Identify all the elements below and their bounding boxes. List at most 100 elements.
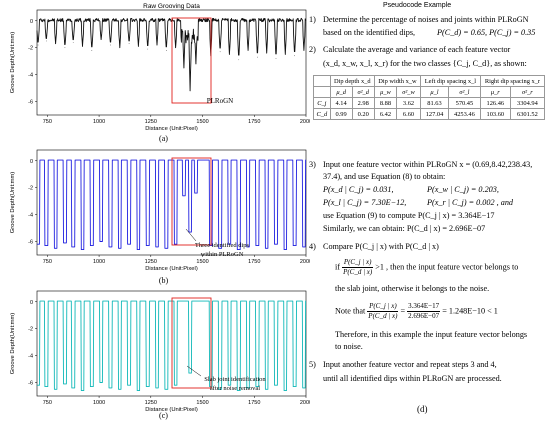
chart-b-xtick-label: 2000 [300,259,310,265]
chart-c-dip-point [91,386,93,387]
chart-b-dip-point [247,246,249,248]
chart-a-dip-point [72,41,74,43]
step-4-line-5: Therefore, in this example the input fea… [335,330,528,339]
chart-c-xtick-label: 1750 [248,400,260,406]
chart-a-dip-point [189,90,191,92]
chart-c-dip-point [266,388,268,390]
chart-a-dip-point [100,39,102,40]
chart-c-plrogn-box [171,297,212,389]
chart-c-dip-point [72,387,74,389]
table-cell: 81.63 [420,97,449,109]
chart-a-xtick-label: 1750 [248,119,260,125]
chart-a-dip-point [303,50,305,51]
chart-a-dip-point [82,45,83,47]
chart-a-dip-point [156,44,158,46]
chart-a-dip-point [238,59,240,61]
chart-c-dip-point [128,384,130,386]
chart-a-title: Raw Grooving Data [143,3,200,10]
fraction-denominator: P(C_d | x) [368,312,398,320]
step-3-line-2: 37.4), and use Equation (8) to obtain: [323,172,446,181]
chart-b-dip-point [257,245,258,246]
chart-c-dip-point [238,390,240,391]
table-header: Right dip spacing x_r [479,75,546,87]
chart-b-dip-point [219,247,221,249]
table-cell: 127.04 [420,108,449,120]
chart-b-dip-point [183,195,185,197]
chart-c-arrow [186,365,202,377]
chart-a-dip-point [195,63,197,65]
chart-c-series-line [36,300,307,392]
step-5-line-2: until all identified dips within PLRoGN … [323,374,502,383]
chart-c-dip-point [119,388,121,390]
chart-a-dip-point [119,47,121,49]
chart-c-dip-point [64,383,66,385]
chart-c-ylabel: Groove Depth(Unit:mm) [10,313,16,375]
note-result: = 1.248E−10 < 1 [442,306,498,316]
chart-c-xtick-label: 1500 [196,400,208,406]
chart-c-dip-point [229,384,230,386]
table-row: C_d 0.99 0.20 6.42 6.60 127.04 4253.46 1… [313,108,546,120]
table-cell: 570.45 [447,97,481,109]
table-cell: 6.42 [373,108,398,120]
left-figure-panel: Raw Grooving Data 0 -2 -4 -6 750 1000 1250 1500 1… [10,3,312,420]
chart-c-annotation-line-2: after noise removal [210,385,260,392]
chart-b-ytick-label: -6 [28,240,33,246]
pseudocode-caption: (d) [417,404,428,414]
note-ratio-fraction: P(C_j | x) P(C_d | x) [367,302,399,321]
chart-b-arrow [185,228,197,242]
chart-b-dip-point [175,243,176,245]
table-cell: 0.99 [329,108,353,120]
chart-a-dip-point [257,56,258,58]
chart-c-xlabel: Distance (Unit:Pixel) [145,407,198,413]
chart-b-dip-point [284,249,286,250]
chart-a-xtick-label: 1500 [196,119,208,125]
table-cell: 103.60 [479,108,511,120]
step-3-prob-xd: P(x_d | C_j) = 0.031, [323,185,394,194]
chart-b-dip-point [238,249,240,250]
chart-c-dip-point [100,382,102,383]
note-equals: = [400,306,406,316]
pseudocode-title: Pseudocode Example [383,2,452,9]
step-1-line-1: Determine the percentage of noises and j… [323,15,529,24]
chart-c-ytick-label: -4 [28,354,33,360]
chart-a-dip-point [37,44,39,46]
chart-c-dip-point [294,386,295,387]
chart-a-xtick-label: 2000 [300,119,310,125]
chart-b-xtick-label: 1750 [248,259,260,265]
chart-a-dip-point [183,67,185,69]
step-1-probabilities: P(C_d) = 0.65, P(C_j) = 0.35 [437,28,536,37]
step-4-number: 4) [309,242,316,251]
chart-a-dip-point [219,51,221,53]
step-1-number: 1) [309,15,316,24]
fraction-denominator: P(C_d | x) [343,268,373,276]
step-3-line-1: Input one feature vector within PLRoGN x… [323,160,533,169]
chart-c-dip-point [156,387,158,389]
chart-b-dip-point [37,243,39,245]
chart-b-dip-point [165,247,167,249]
chart-c-dip-point [284,390,286,391]
chart-b-dip-point [266,247,268,249]
chart-b-xtick-label: 1500 [196,259,208,265]
chart-b-plrogn-box [171,157,212,246]
table-corner-cell [313,75,331,87]
table-subheader: σ²_r [509,86,546,98]
chart-c-ytick-label: 0 [30,300,33,306]
chart-b-ytick-label: -2 [28,186,33,192]
chart-c-frame [36,290,307,397]
chart-b-dip-point [45,245,47,246]
chart-c-xtick-label: 1000 [93,400,105,406]
step-3-line-5: use Equation (9) to compute P(C_j | x) =… [323,211,495,220]
chart-b-xlabel: Distance (Unit:Pixel) [145,266,198,272]
chart-a-annotation: PLRoGN [207,97,233,105]
table-cell: 4.14 [329,97,353,109]
step-4-line-1: Compare P(C_j | x) with P(C_d | x) [323,242,439,251]
chart-a-dip-point [266,52,268,54]
note-label: Note that [335,306,366,316]
chart-b-dip-point [82,249,83,250]
table-row-label: C_j [313,97,331,109]
chart-a-dip-point [275,58,277,59]
chart-b-annotation-line-1: Three identified dips [195,242,250,249]
table-cell: 2.98 [351,97,375,109]
chart-c-dip-point [110,387,111,389]
table-subheader: μ_r [479,86,511,98]
